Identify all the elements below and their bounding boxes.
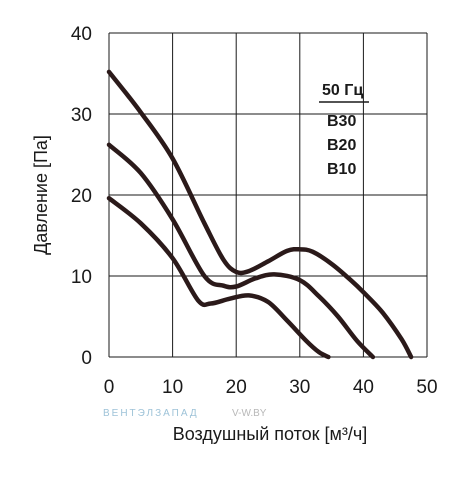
legend-header: 50 Гц	[322, 82, 363, 99]
series-line-b10	[106, 195, 331, 360]
y-tick-label-3: 30	[71, 105, 92, 126]
series-group	[106, 69, 414, 360]
x-tick-label-4: 40	[353, 377, 374, 398]
y-tick-label-2: 20	[71, 186, 92, 207]
grid	[108, 32, 428, 358]
x-tick-label-2: 20	[226, 377, 247, 398]
x-tick-label-1: 10	[162, 377, 183, 398]
x-tick-label-0: 0	[104, 377, 115, 398]
legend-item-b10: B10	[327, 161, 356, 178]
legend-item-b20: B20	[327, 137, 356, 154]
legend: 50 Гц B30 B20 B10	[319, 82, 369, 178]
watermark-brand: ВЕНТЭЛЗАПАД	[103, 408, 199, 419]
y-axis-label: Давление [Па]	[31, 135, 51, 255]
y-tick-label-4: 40	[71, 24, 92, 45]
legend-item-b30: B30	[327, 113, 356, 130]
x-axis-label: Воздушный поток [м³/ч]	[173, 424, 368, 444]
series-line-b30	[106, 69, 414, 360]
x-tick-label-5: 50	[416, 377, 437, 398]
y-tick-label-0: 0	[81, 348, 92, 369]
series-line-b20	[106, 142, 376, 360]
x-tick-label-3: 30	[289, 377, 310, 398]
watermark-site: V-W.BY	[232, 408, 267, 419]
y-tick-label-1: 10	[71, 267, 92, 288]
tick-labels: 0 10 20 30 40 50 0 10 20 30 40	[71, 24, 438, 398]
